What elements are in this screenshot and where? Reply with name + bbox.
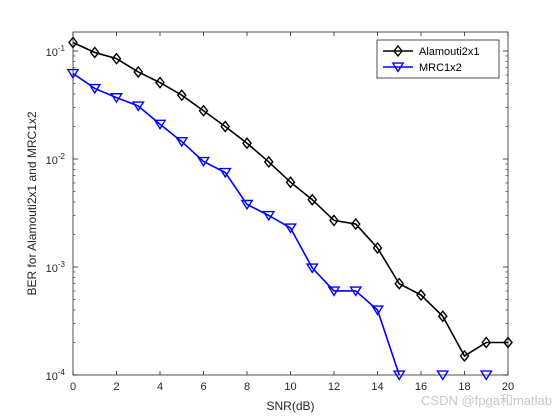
data-point [131,101,145,112]
x-tick-label: 8 [244,381,250,393]
x-tick-label: 16 [415,381,427,393]
data-point [176,89,187,102]
data-point [89,46,100,59]
data-point [350,217,361,231]
data-point [307,193,318,206]
legend-label: Alamouti2x1 [419,46,480,58]
data-point [305,263,319,274]
x-tick-label: 4 [157,381,163,393]
y-tick-exponent: -3 [58,260,66,269]
x-tick-label: 18 [458,381,470,393]
data-point [263,155,274,169]
y-tick-exponent: -1 [58,44,66,53]
x-axis-ticks: 0 2 4 6 8 10 12 14 16 18 20 [70,32,514,393]
data-point [437,310,448,323]
y-tick-base: 10 [46,371,58,383]
y-tick-exponent: -2 [58,152,66,161]
data-point [153,119,167,130]
watermark: CSDN @fpga和matlab [421,393,552,408]
data-point [262,210,276,222]
x-tick-label: 2 [113,381,119,393]
legend-item: Alamouti2x1 [383,44,480,58]
data-point [111,52,122,65]
y-tick-label: 10-2 [46,152,66,167]
data-point [240,199,254,211]
legend-label: MRC1x2 [419,62,462,74]
data-point [481,336,492,349]
data-point [175,136,189,148]
plot-area [73,32,508,375]
data-point [197,156,210,168]
x-tick-label: 6 [200,381,206,393]
x-axis-label: SNR(dB) [266,399,314,413]
data-point [218,167,232,179]
y-axis-label: BER for Alamouti2x1 and MRC1x2 [25,111,39,295]
y-axis-ticks: 10-410-310-210-1 [46,44,508,383]
series-line [72,41,508,358]
data-point [349,286,363,297]
series-line [72,72,401,376]
y-tick-base: 10 [46,263,58,275]
plot-frame [72,31,509,376]
legend-swatch-marker [393,44,403,58]
x-tick-label: 12 [328,381,340,393]
data-point [198,104,209,117]
y-tick-exponent: -4 [58,368,66,377]
data-point [285,176,296,189]
data-point [416,288,426,302]
x-tick-label: 14 [371,381,383,393]
legend-swatch-marker [391,62,405,73]
data-point [242,137,252,150]
data-point [459,349,470,363]
data-point [133,65,144,79]
series-Alamouti2x1 [68,36,513,363]
x-tick-label: 10 [284,381,296,393]
series-layer [66,36,513,381]
data-point [371,305,384,316]
data-point [284,223,297,234]
data-point [110,93,123,104]
x-tick-label: 0 [70,381,76,393]
y-tick-base: 10 [46,47,58,59]
legend-item: MRC1x2 [383,62,462,74]
y-tick-label: 10-1 [46,44,66,59]
data-point [327,286,341,297]
y-tick-label: 10-3 [46,260,66,275]
data-point [88,83,102,95]
y-tick-base: 10 [46,155,58,167]
y-tick-label: 10-4 [46,368,66,383]
data-point [329,214,339,227]
legend: Alamouti2x1 MRC1x2 [376,39,500,79]
data-point [372,241,383,255]
data-point [394,277,405,290]
x-tick-label: 20 [502,381,514,393]
data-point [155,76,165,89]
data-point [220,120,231,133]
series-MRC1x2 [66,68,493,381]
